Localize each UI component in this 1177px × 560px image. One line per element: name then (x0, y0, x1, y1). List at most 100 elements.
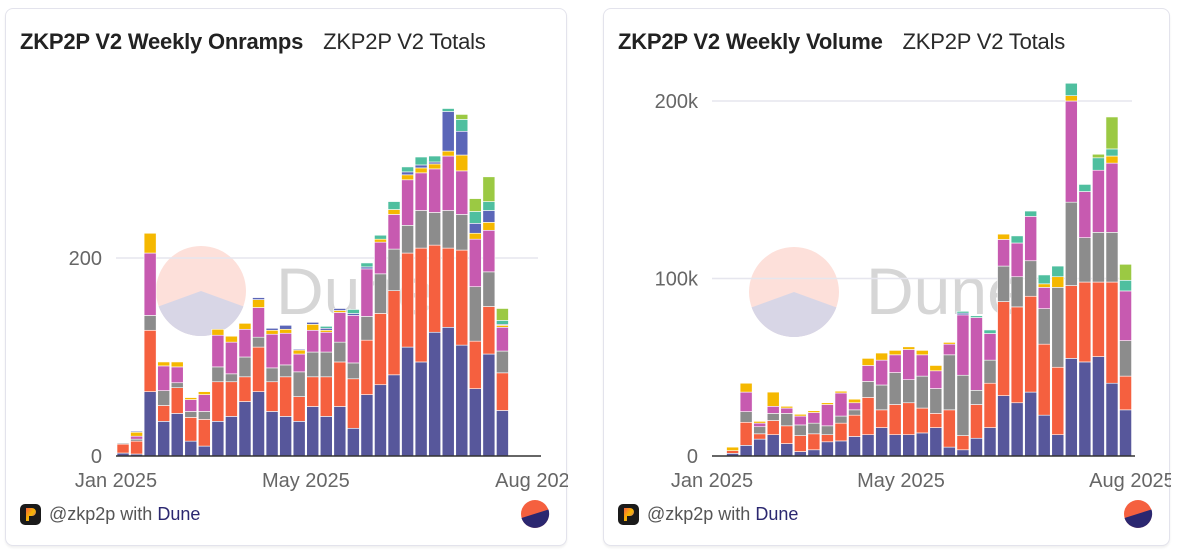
bar-segment-s2[interactable] (184, 417, 198, 442)
bar-segment-s1[interactable] (170, 413, 184, 457)
bar-segment-s3[interactable] (1051, 287, 1065, 368)
bar-segment-s2[interactable] (347, 378, 360, 429)
bar-segment-s3[interactable] (943, 354, 956, 411)
bar-segment-s5[interactable] (374, 238, 387, 243)
bar-segment-s7[interactable] (360, 262, 374, 268)
bar-segment-s6[interactable] (252, 297, 265, 300)
bar-segment-s3[interactable] (265, 367, 279, 383)
bar-segment-s2[interactable] (956, 435, 970, 451)
bar-segment-s5[interactable] (834, 390, 848, 394)
bar-segment-s7[interactable] (441, 108, 455, 112)
bar-segment-s7[interactable] (1119, 279, 1132, 292)
bar-segment-s4[interactable] (1105, 162, 1119, 233)
bar-stack[interactable] (983, 329, 997, 457)
bar-segment-s2[interactable] (374, 313, 387, 386)
bar-segment-s2[interactable] (360, 339, 374, 395)
bar-segment-s7[interactable] (496, 320, 509, 325)
bar-segment-s8[interactable] (468, 198, 482, 212)
bar-segment-s2[interactable] (1092, 281, 1105, 357)
bar-segment-s4[interactable] (306, 329, 320, 353)
bar-stack[interactable] (170, 361, 184, 457)
bar-segment-s3[interactable] (1064, 201, 1078, 286)
bar-segment-s1[interactable] (468, 388, 482, 457)
bar-segment-s4[interactable] (482, 229, 496, 273)
bar-segment-s1[interactable] (292, 421, 306, 457)
bar-segment-s3[interactable] (496, 350, 509, 374)
bar-segment-s6[interactable] (279, 325, 292, 330)
bar-stack[interactable] (970, 315, 983, 457)
bar-segment-s2[interactable] (766, 420, 780, 435)
bar-segment-s2[interactable] (414, 247, 428, 363)
bar-segment-s3[interactable] (1037, 308, 1051, 345)
bar-segment-s3[interactable] (225, 373, 238, 383)
bar-segment-s3[interactable] (455, 214, 469, 251)
bar-segment-s7[interactable] (347, 309, 360, 314)
bar-segment-s6[interactable] (401, 171, 414, 176)
bar-segment-s5[interactable] (252, 299, 265, 308)
bar-segment-s2[interactable] (1037, 343, 1051, 416)
bar-stack[interactable] (766, 391, 780, 457)
bar-segment-s5[interactable] (211, 328, 225, 336)
bar-segment-s3[interactable] (184, 411, 198, 418)
bar-segment-s4[interactable] (198, 394, 211, 412)
bar-segment-s2[interactable] (780, 425, 794, 444)
bar-segment-s4[interactable] (929, 370, 943, 389)
bar-segment-s1[interactable] (198, 445, 211, 457)
bar-segment-s2[interactable] (279, 376, 292, 417)
bar-segment-s4[interactable] (143, 252, 157, 316)
footer-brand-link[interactable]: Dune (755, 504, 799, 524)
bar-segment-s5[interactable] (915, 350, 929, 356)
footer-brand-link[interactable]: Dune (157, 504, 201, 524)
bar-segment-s1[interactable] (441, 326, 455, 457)
bar-segment-s1[interactable] (1119, 409, 1132, 457)
bar-segment-s5[interactable] (157, 361, 170, 367)
bar-segment-s3[interactable] (347, 362, 360, 380)
bar-segment-s1[interactable] (401, 346, 414, 457)
bar-segment-s3[interactable] (401, 225, 414, 254)
bar-segment-s5[interactable] (428, 163, 441, 170)
bar-segment-s8[interactable] (1092, 153, 1105, 159)
bar-segment-s4[interactable] (414, 172, 428, 211)
bar-segment-s5[interactable] (401, 174, 414, 181)
bar-segment-s3[interactable] (970, 390, 983, 405)
bar-segment-s2[interactable] (821, 434, 834, 443)
bar-stack[interactable] (401, 166, 414, 457)
bar-segment-s2[interactable] (902, 402, 916, 436)
bar-stack[interactable] (1105, 116, 1119, 457)
bar-segment-s2[interactable] (252, 346, 265, 392)
bar-segment-s1[interactable] (983, 427, 997, 457)
bar-stack[interactable] (496, 308, 509, 457)
bar-segment-s2[interactable] (807, 433, 821, 451)
bar-segment-s2[interactable] (794, 435, 807, 452)
bar-segment-s5[interactable] (726, 446, 739, 451)
bar-segment-s1[interactable] (902, 434, 916, 457)
bar-segment-s7[interactable] (319, 326, 333, 329)
bar-segment-s4[interactable] (766, 405, 780, 414)
bar-segment-s3[interactable] (238, 356, 252, 378)
bar-segment-s4[interactable] (360, 268, 374, 317)
bar-segment-s3[interactable] (1078, 237, 1092, 283)
bar-stack[interactable] (888, 350, 902, 457)
bar-stack[interactable] (455, 114, 469, 457)
bar-segment-s2[interactable] (428, 244, 441, 333)
bar-stack[interactable] (116, 442, 130, 457)
bar-segment-s4[interactable] (1119, 290, 1132, 341)
bar-stack[interactable] (387, 201, 401, 457)
bar-stack[interactable] (333, 308, 347, 457)
bar-segment-s2[interactable] (1010, 306, 1024, 404)
bar-stack[interactable] (374, 234, 387, 457)
bar-stack[interactable] (821, 402, 834, 457)
bar-segment-s1[interactable] (455, 344, 469, 457)
bar-segment-s5[interactable] (184, 397, 198, 400)
bar-segment-s2[interactable] (333, 361, 347, 407)
bar-segment-s6[interactable] (482, 210, 496, 223)
bar-segment-s5[interactable] (238, 323, 252, 330)
bar-segment-s4[interactable] (130, 435, 143, 440)
bar-segment-s4[interactable] (238, 328, 252, 358)
bar-segment-s7[interactable] (414, 156, 428, 166)
bar-segment-s3[interactable] (157, 390, 170, 406)
bar-segment-s2[interactable] (1051, 366, 1065, 435)
bar-segment-s1[interactable] (943, 446, 956, 457)
bar-segment-s5[interactable] (441, 150, 455, 157)
bar-segment-s2[interactable] (496, 372, 509, 411)
